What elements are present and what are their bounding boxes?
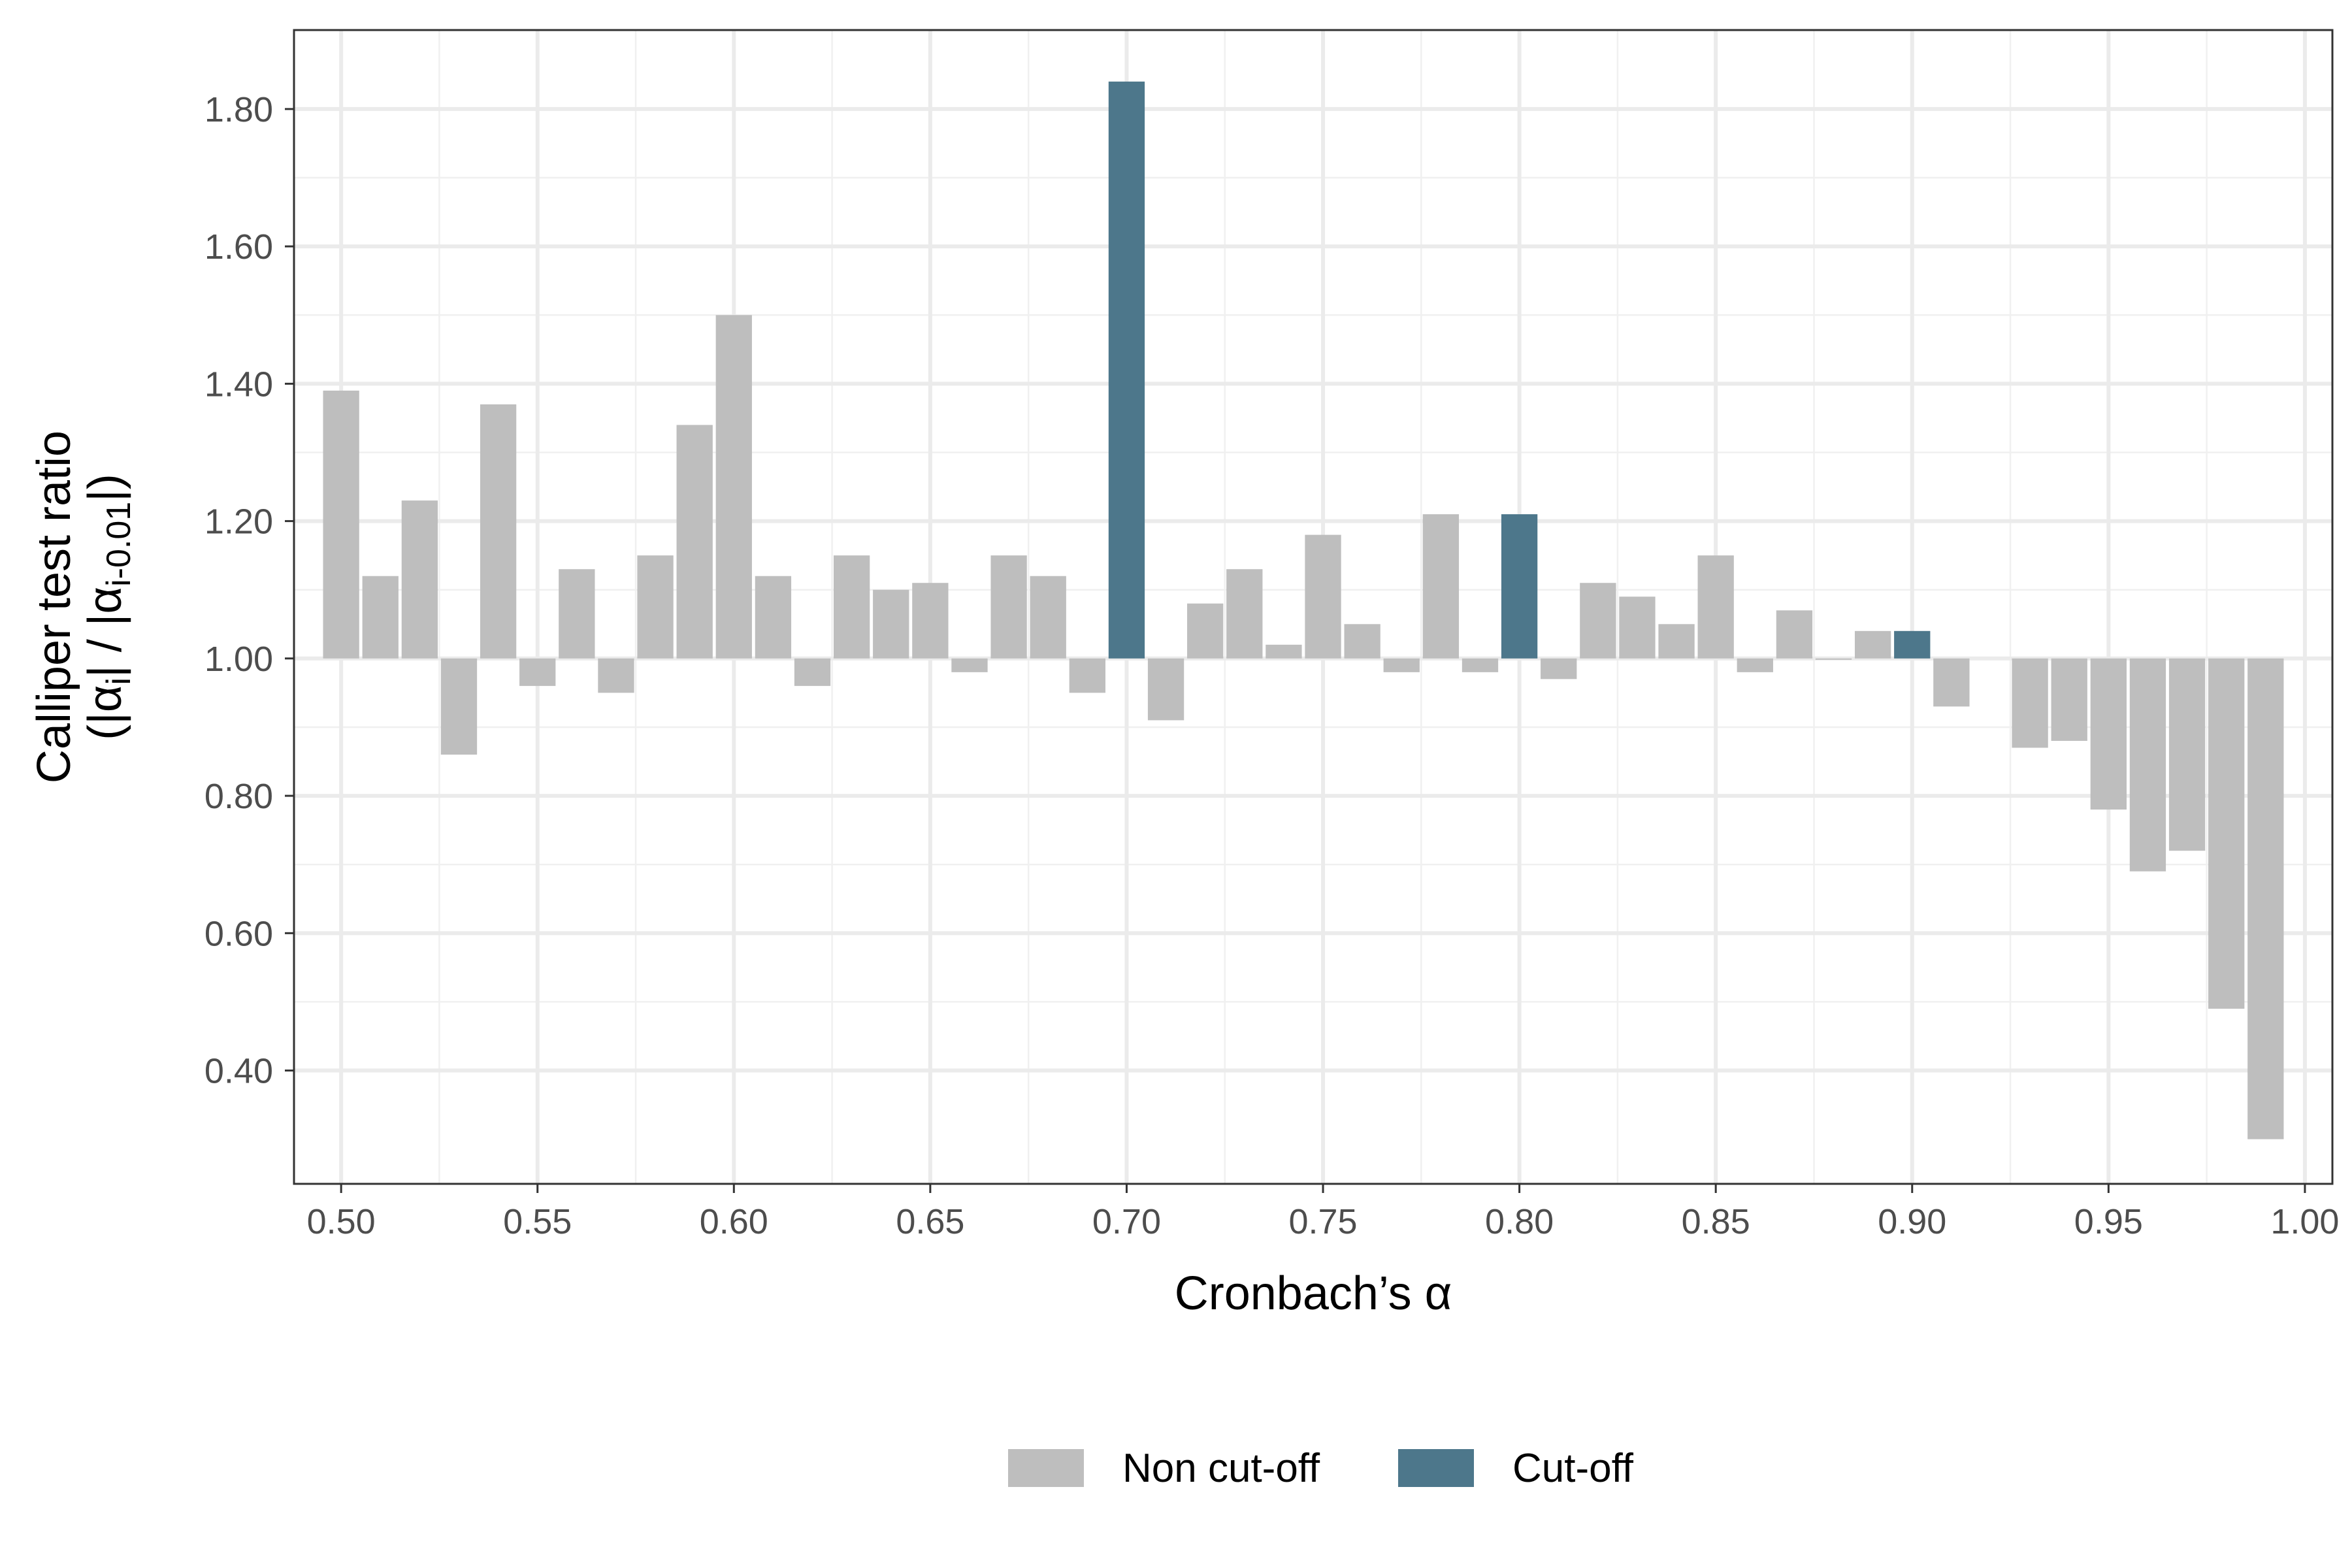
bar-non-cut-off xyxy=(2247,658,2284,1139)
bar-non-cut-off xyxy=(1422,514,1460,659)
bar-non-cut-off xyxy=(1815,658,1852,660)
x-tick-label: 0.85 xyxy=(1682,1202,1750,1241)
x-tick-label: 0.70 xyxy=(1092,1202,1161,1241)
y-axis-title-line1: Calliper test ratio xyxy=(28,431,80,783)
legend-label-non-cut-off: Non cut-off xyxy=(1122,1446,1320,1491)
bar-non-cut-off xyxy=(1147,658,1184,721)
bar-non-cut-off xyxy=(2090,658,2127,810)
x-tick-label: 1.00 xyxy=(2270,1202,2339,1241)
bar-non-cut-off xyxy=(637,555,674,659)
bar-non-cut-off xyxy=(1854,630,1891,659)
bar-non-cut-off xyxy=(676,425,713,659)
y-tick-label: 1.80 xyxy=(204,90,273,129)
bar-non-cut-off xyxy=(755,576,792,659)
bar-non-cut-off xyxy=(1030,576,1066,659)
y-axis-title-subscript-lag: i-0.01 xyxy=(100,502,138,587)
bar-non-cut-off xyxy=(1933,658,1970,707)
y-axis-title-mid: | / |α xyxy=(79,587,131,678)
legend-key-cut-off xyxy=(1398,1449,1474,1487)
legend-label-cut-off: Cut-off xyxy=(1512,1446,1634,1491)
y-tick-label: 1.40 xyxy=(204,365,273,404)
bar-non-cut-off xyxy=(794,658,831,686)
bar-non-cut-off xyxy=(440,658,478,755)
bar-non-cut-off xyxy=(1541,658,1577,679)
bar-non-cut-off xyxy=(1619,596,1656,659)
y-axis-title: Calliper test ratio (|αi| / |αi-0.01|) xyxy=(28,431,138,783)
x-tick-label: 0.95 xyxy=(2074,1202,2143,1241)
bar-non-cut-off xyxy=(715,315,752,659)
bars xyxy=(323,81,2284,1139)
bar-non-cut-off xyxy=(1069,658,1105,693)
bar-non-cut-off xyxy=(2051,658,2087,741)
axis-ticks: 0.50 0.55 0.60 0.65 0.70 0.75 0.80 0.85 0.90 0.95… xyxy=(204,90,2340,1241)
y-axis-title-line2: (|αi| / |αi-0.01|) xyxy=(79,474,138,740)
bar-non-cut-off xyxy=(519,658,556,686)
x-tick-label: 0.50 xyxy=(307,1202,376,1241)
bar-non-cut-off xyxy=(480,404,517,659)
bar-non-cut-off xyxy=(401,500,438,659)
x-tick-label: 0.75 xyxy=(1288,1202,1357,1241)
x-tick-label: 0.90 xyxy=(1878,1202,1946,1241)
bar-non-cut-off xyxy=(362,576,399,659)
bar-non-cut-off xyxy=(912,583,949,659)
bar-non-cut-off xyxy=(323,390,359,659)
bar-non-cut-off xyxy=(2129,658,2166,872)
legend-key-non-cut-off xyxy=(1008,1449,1084,1487)
x-tick-label: 0.60 xyxy=(700,1202,768,1241)
bar-non-cut-off xyxy=(598,658,634,693)
x-tick-label: 0.65 xyxy=(896,1202,964,1241)
y-tick-label: 1.00 xyxy=(204,640,273,679)
bar-non-cut-off xyxy=(1776,610,1813,659)
bar-non-cut-off xyxy=(1226,569,1263,659)
bar-non-cut-off xyxy=(951,658,988,672)
bar-non-cut-off xyxy=(1344,624,1380,659)
y-tick-label: 1.20 xyxy=(204,502,273,542)
panel-border xyxy=(293,29,2334,1185)
bar-non-cut-off xyxy=(1580,583,1616,659)
bar-non-cut-off xyxy=(1305,534,1341,659)
x-tick-label: 0.80 xyxy=(1485,1202,1554,1241)
y-tick-label: 0.80 xyxy=(204,777,273,816)
bar-non-cut-off xyxy=(2208,658,2245,1009)
bar-non-cut-off xyxy=(833,555,870,659)
bar-non-cut-off xyxy=(1658,624,1695,659)
y-axis-title-suffix: |) xyxy=(79,474,131,502)
bar-cut-off xyxy=(1894,630,1931,659)
legend: Non cut-off Cut-off xyxy=(1008,1446,1634,1491)
bar-non-cut-off xyxy=(1462,658,1499,672)
bar-non-cut-off xyxy=(1383,658,1420,672)
bar-non-cut-off xyxy=(1737,658,1773,672)
bar-non-cut-off xyxy=(1266,644,1302,659)
bar-cut-off xyxy=(1501,514,1538,659)
bar-non-cut-off xyxy=(559,569,595,659)
bar-non-cut-off xyxy=(873,589,909,659)
y-tick-label: 1.60 xyxy=(204,227,273,267)
bar-non-cut-off xyxy=(990,555,1027,659)
bar-cut-off xyxy=(1108,81,1145,659)
y-tick-label: 0.60 xyxy=(204,914,273,953)
y-axis-title-subscript-i: i xyxy=(100,678,138,685)
bar-non-cut-off xyxy=(2012,658,2048,748)
bar-non-cut-off xyxy=(2168,658,2206,851)
y-axis-title-prefix: (|α xyxy=(79,685,131,740)
y-tick-label: 0.40 xyxy=(204,1052,273,1091)
x-tick-label: 0.55 xyxy=(503,1202,572,1241)
bar-non-cut-off xyxy=(1697,555,1734,659)
bar-non-cut-off xyxy=(1187,603,1224,659)
x-axis-title: Cronbach’s α xyxy=(1175,1267,1452,1320)
